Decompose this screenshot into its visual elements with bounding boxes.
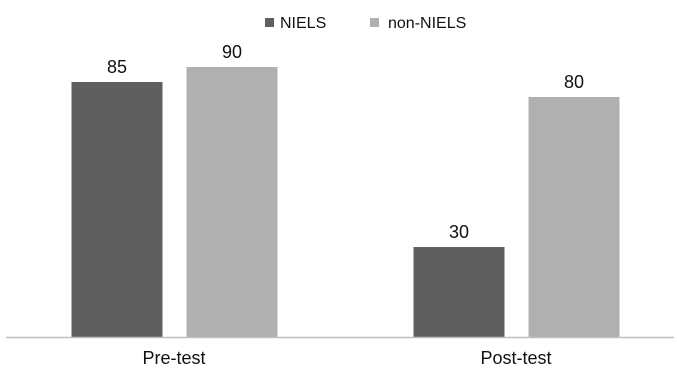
chart-legend: NIELS non-NIELS: [265, 15, 466, 32]
bar-niels-pre-test: [71, 82, 163, 337]
category-label-post-test: Post-test: [480, 348, 551, 368]
data-label-niels-post-test: 30: [449, 222, 469, 242]
legend-label-non-niels: non-NIELS: [388, 15, 466, 32]
data-label-non-niels-post-test: 80: [564, 72, 584, 92]
legend-label-niels: NIELS: [280, 15, 326, 32]
legend-swatch-niels: [265, 18, 274, 27]
category-label-pre-test: Pre-test: [142, 348, 205, 368]
data-label-non-niels-pre-test: 90: [222, 42, 242, 62]
category-labels: Pre-test Post-test: [142, 348, 551, 368]
bar-niels-post-test: [413, 247, 505, 337]
data-labels: 85 90 30 80: [107, 42, 584, 242]
data-label-niels-pre-test: 85: [107, 57, 127, 77]
bar-group: [71, 67, 620, 337]
bar-non-niels-pre-test: [186, 67, 278, 337]
bar-non-niels-post-test: [528, 97, 620, 337]
legend-swatch-non-niels: [370, 18, 379, 27]
